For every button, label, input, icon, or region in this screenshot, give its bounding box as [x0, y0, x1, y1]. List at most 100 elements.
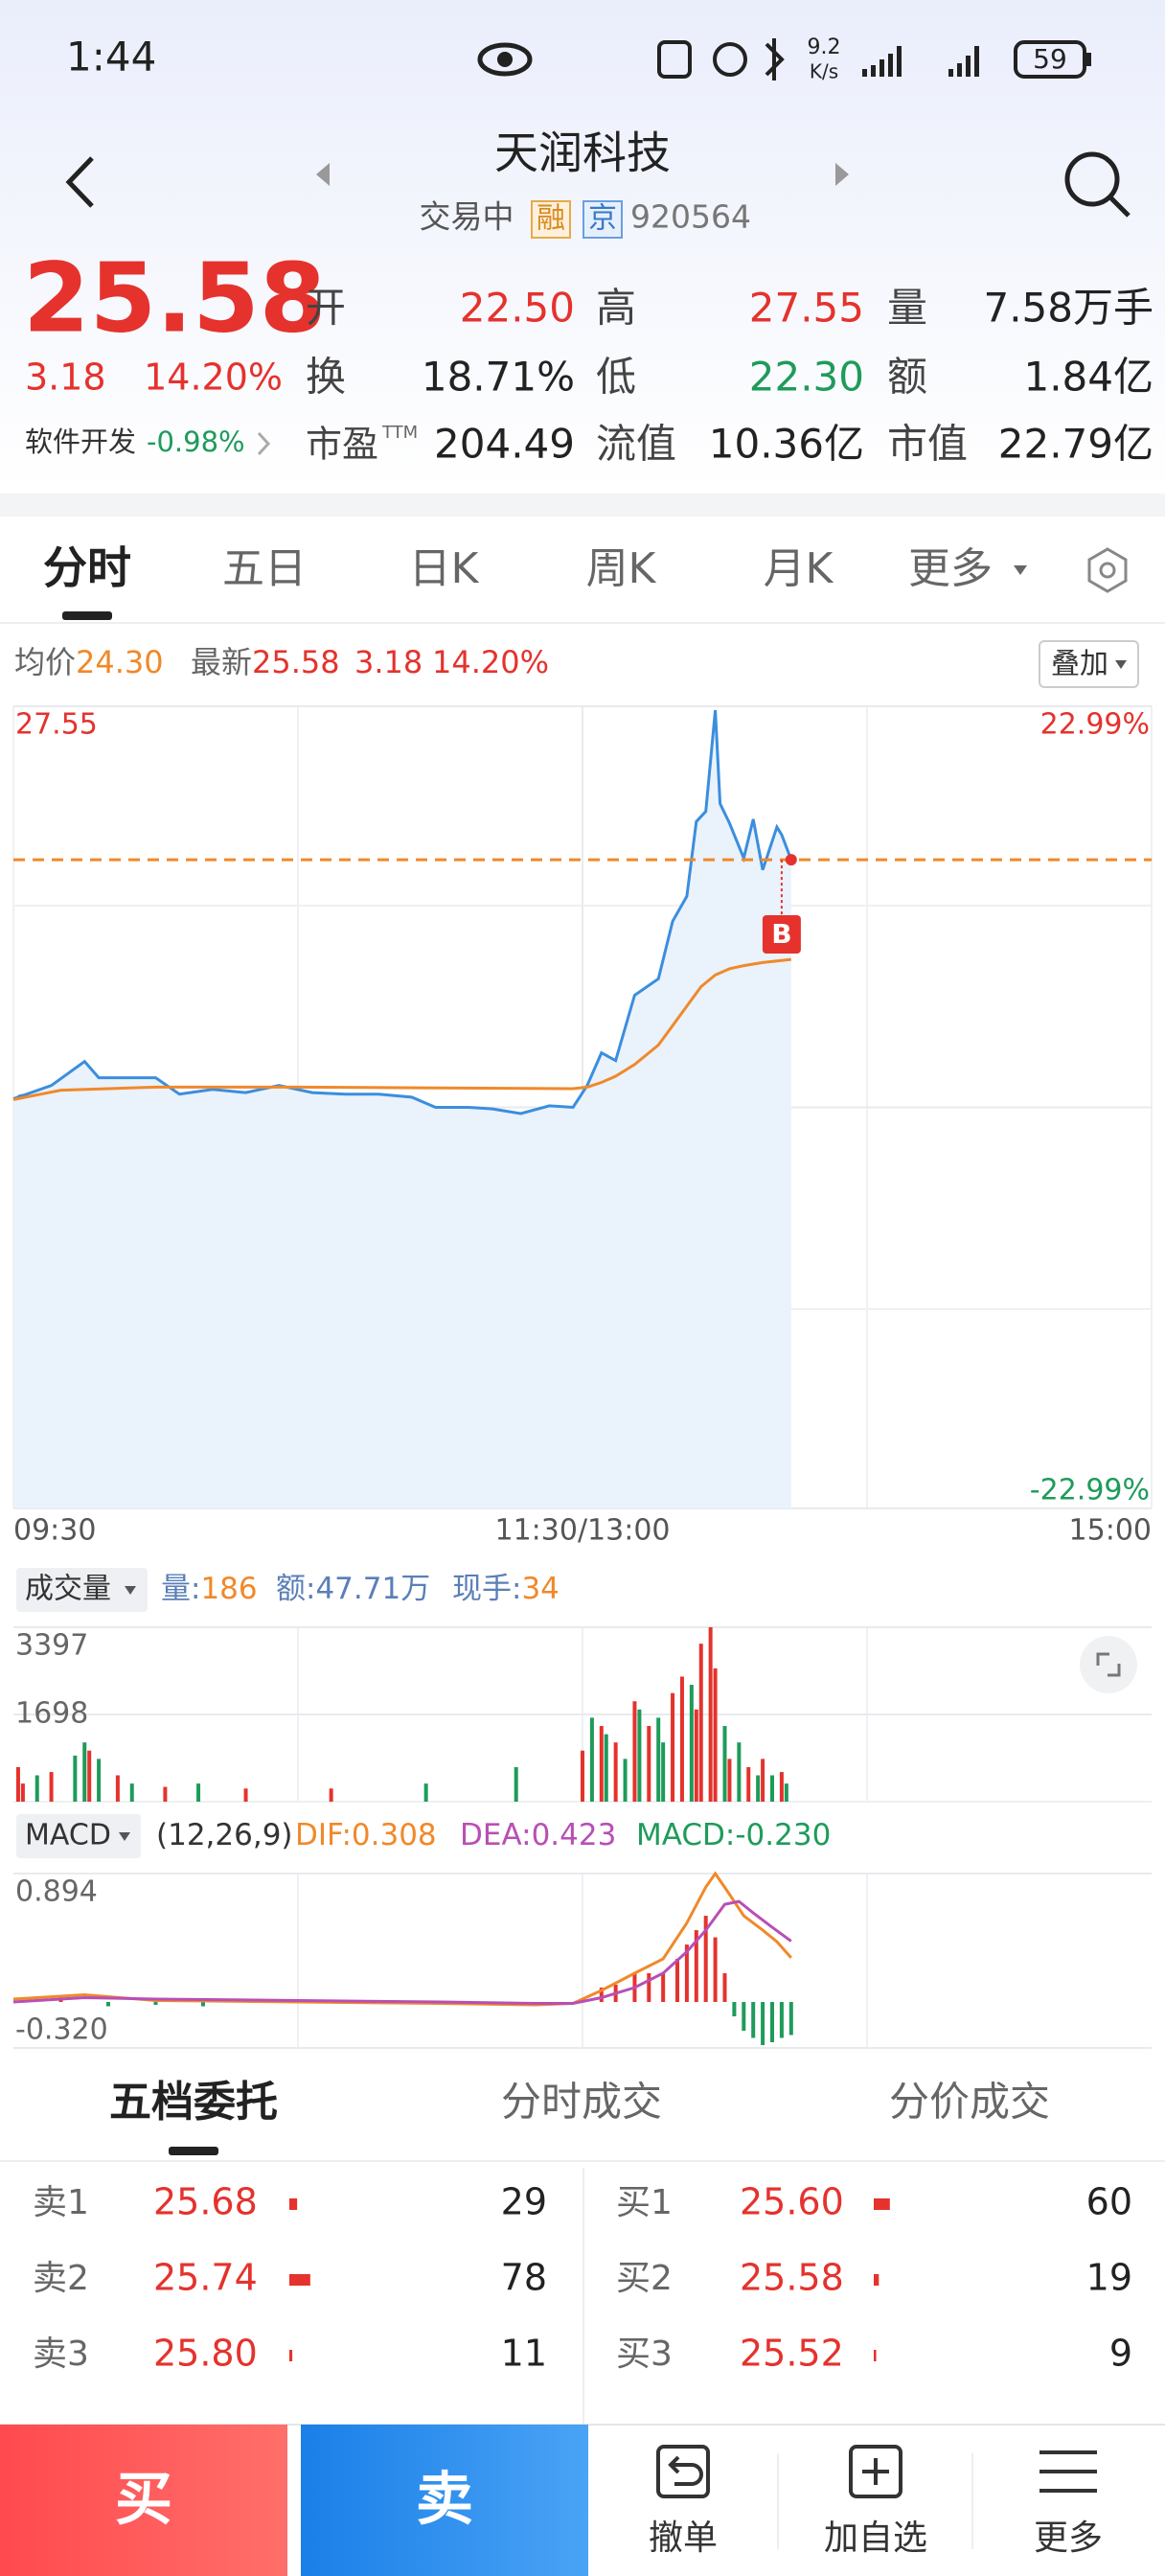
volume-bar — [97, 1759, 102, 1802]
volume-bar — [49, 1772, 54, 1802]
add-watchlist-icon[interactable] — [849, 2445, 902, 2498]
trade-marker[interactable] — [762, 915, 801, 954]
tab[interactable]: 日K — [409, 544, 480, 593]
volume-bar — [671, 1692, 675, 1802]
macd-bar — [751, 2002, 756, 2038]
more-icon[interactable] — [1039, 2450, 1097, 2493]
order-price: 25.58 — [740, 2257, 844, 2299]
volume-bar — [20, 1783, 25, 1802]
stat-value: 18.71% — [422, 354, 575, 401]
order-level: 卖3 — [33, 2334, 89, 2374]
battery-tip — [1086, 53, 1091, 66]
volume-bar — [423, 1783, 428, 1802]
back-button[interactable] — [65, 156, 94, 208]
volume-bar — [623, 1759, 628, 1802]
sector-change: -0.98% — [147, 426, 245, 458]
action-label[interactable]: 加自选 — [824, 2518, 927, 2558]
indicator-selector[interactable] — [16, 1568, 148, 1612]
tab[interactable]: 分时 — [43, 542, 131, 594]
volume-bar — [708, 1627, 713, 1802]
volume-bar — [613, 1742, 618, 1802]
tab[interactable]: 五日 — [222, 544, 307, 593]
indicator-selector[interactable] — [16, 1814, 141, 1858]
macd-line — [12, 1871, 792, 2007]
stat-label: 换 — [306, 354, 346, 401]
indicator-name: MACD — [25, 1819, 111, 1852]
search-button[interactable] — [1064, 151, 1131, 218]
stat-label: 开 — [306, 285, 346, 332]
latest-point — [785, 854, 797, 866]
tab[interactable]: 月K — [764, 544, 834, 593]
cancel-order-icon[interactable] — [656, 2445, 710, 2498]
field-value: 34 — [521, 1572, 559, 1606]
macd-bar — [703, 1916, 708, 2003]
action-label[interactable]: 撤单 — [649, 2518, 718, 2558]
volume-bar — [632, 1701, 637, 1802]
dropdown-caret — [125, 1586, 136, 1595]
stat-label: 高 — [596, 285, 636, 332]
volume-bar — [661, 1742, 666, 1802]
indicator-name: 成交量 — [25, 1573, 111, 1606]
latest-price: 25.58 — [252, 644, 340, 680]
y2-tick-label: 22.99% — [1040, 708, 1150, 742]
order-level: 买3 — [616, 2334, 673, 2374]
sector-name[interactable]: 软件开发 — [25, 426, 136, 458]
volume-bar — [761, 1759, 765, 1802]
tab[interactable]: 更多 — [908, 544, 993, 593]
volume-bar — [589, 1717, 594, 1802]
dropdown-caret — [119, 1832, 130, 1841]
settings-button[interactable] — [1087, 547, 1128, 593]
macd-bar — [722, 1973, 727, 2003]
volume-bar — [656, 1717, 661, 1802]
sector-arrow[interactable] — [257, 431, 271, 456]
order-tab[interactable]: 分时成交 — [501, 2079, 662, 2126]
stock-code: 920564 — [630, 198, 751, 236]
volume-bar — [698, 1644, 703, 1802]
volume-bar — [196, 1783, 201, 1802]
volume-bar — [722, 1726, 727, 1802]
order-tab[interactable]: 分价成交 — [889, 2079, 1050, 2126]
volume-bar — [637, 1709, 642, 1802]
field-label: DIF: — [295, 1818, 352, 1852]
volume-bar — [679, 1676, 684, 1802]
buy-label: 买 — [115, 2467, 172, 2534]
macd-bar — [201, 2002, 205, 2007]
avg-price: 24.30 — [76, 644, 164, 680]
stat-value: 22.50 — [460, 285, 575, 332]
next-stock[interactable] — [835, 163, 849, 186]
buy-button[interactable] — [0, 2425, 287, 2576]
y-tick-label: 27.55 — [15, 708, 98, 742]
sell-button[interactable] — [301, 2425, 588, 2576]
volume-bar — [727, 1759, 732, 1802]
order-tab[interactable]: 五档委托 — [109, 2078, 278, 2127]
macd-bar — [732, 2002, 737, 2017]
order-volume-bar — [289, 2274, 310, 2286]
info-line: 均价24.30 最新25.58 3.18 14.20% — [14, 644, 549, 680]
volume-bar — [34, 1775, 39, 1802]
network-speed: 9.2 — [808, 35, 841, 59]
volume-bar — [599, 1726, 604, 1802]
network-speed-unit: K/s — [810, 60, 838, 83]
stat-value: 204.49 — [434, 421, 575, 468]
macd-bar — [694, 1930, 698, 2003]
order-volume-bar — [874, 2350, 877, 2361]
price-change: 3.18 — [25, 356, 106, 399]
volume-bar — [756, 1775, 761, 1802]
action-label[interactable]: 更多 — [1034, 2518, 1103, 2558]
volume-bar — [115, 1775, 120, 1802]
expand-button[interactable] — [1080, 1636, 1137, 1693]
order-volume-bar — [874, 2274, 879, 2286]
overlay-button[interactable] — [1039, 640, 1139, 688]
stat-label: 流值 — [596, 421, 676, 468]
tab[interactable]: 周K — [586, 544, 657, 593]
y-tick-label: 1698 — [15, 1697, 88, 1731]
trade-marker-label: B — [771, 918, 791, 950]
volume-bar — [779, 1772, 784, 1802]
volume-fields: 量:186 额:47.71万 现手:34 — [161, 1572, 560, 1606]
order-volume: 60 — [1086, 2181, 1132, 2223]
volume-bar — [87, 1750, 92, 1802]
prev-stock[interactable] — [316, 163, 330, 186]
volume-bar — [647, 1726, 651, 1802]
